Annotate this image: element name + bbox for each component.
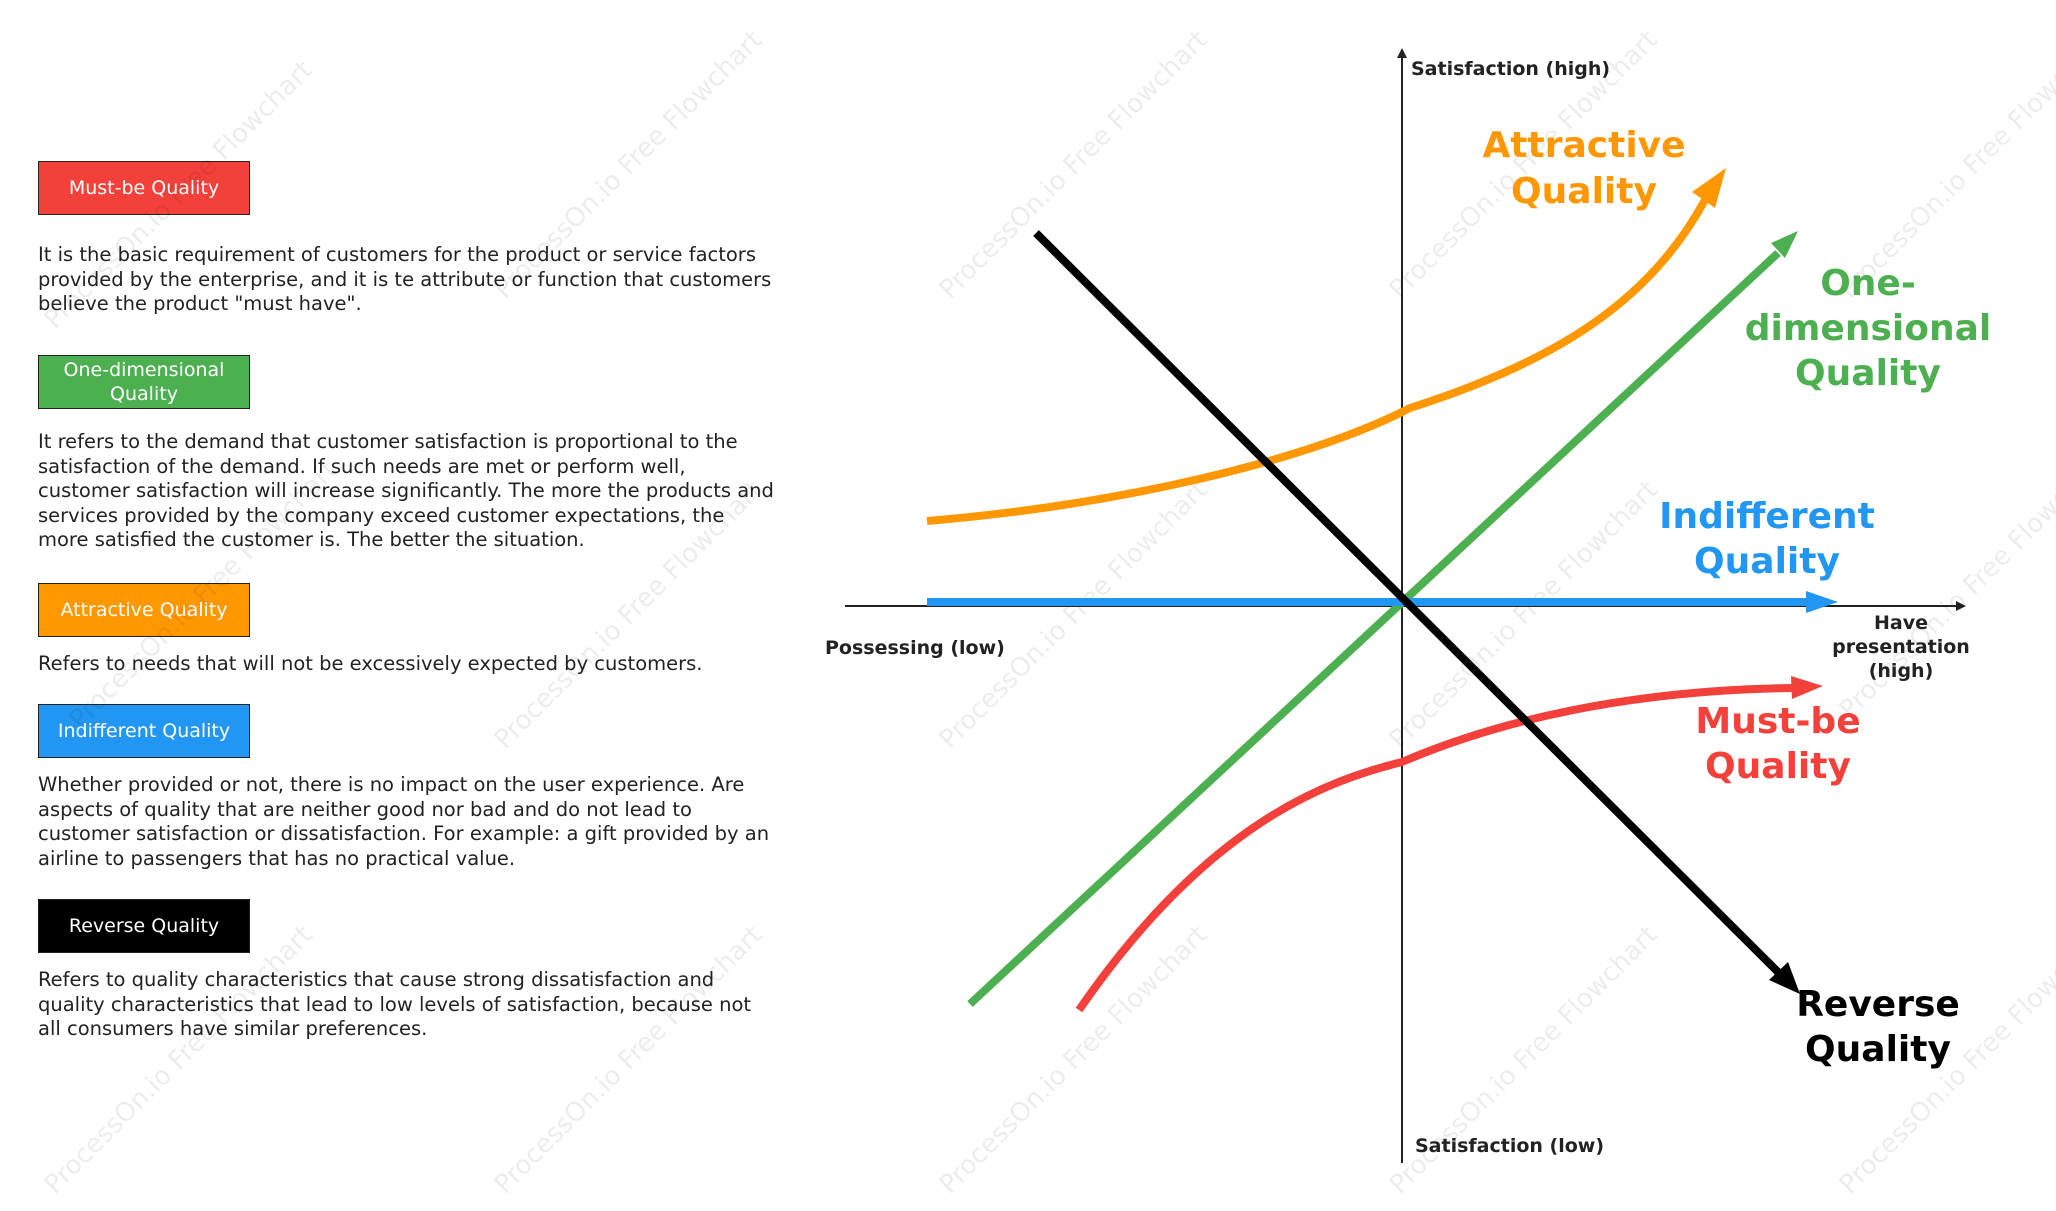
one-dimensional-quality-label-line2: dimensional — [1745, 308, 1991, 349]
tag-attractive-quality: Attractive Quality — [38, 583, 250, 637]
indifferent-quality-arrowhead — [1806, 591, 1838, 613]
watermark: ProcessOn.io Free Flowchart — [64, 455, 344, 735]
reverse-quality-label-line2: Quality — [1805, 1029, 1951, 1070]
must-be-quality-label-line1: Must-be — [1695, 701, 1860, 742]
reverse-quality-arrowhead — [1769, 962, 1800, 994]
watermark: ProcessOn.io Free Flowchart — [489, 920, 769, 1200]
desc-one-dimensional-quality: It refers to the demand that customer sa… — [38, 430, 774, 551]
x-axis-left-label: Possessing (low) — [825, 637, 1005, 659]
y-axis-bottom-label: Satisfaction (low) — [1415, 1135, 1604, 1157]
attractive-quality-arrowhead — [1692, 168, 1726, 208]
watermark-layer: ProcessOn.io Free Flowchart ProcessOn.io… — [39, 25, 2056, 1200]
tag-must-be-quality: Must-be Quality — [38, 161, 250, 215]
must-be-quality-label-line2: Quality — [1705, 746, 1851, 787]
watermark: ProcessOn.io Free Flowchart — [39, 55, 319, 335]
x-axis-right-label-line3: (high) — [1869, 660, 1934, 682]
x-axis-right-label-line1: Have — [1874, 612, 1928, 634]
x-axis-right-label-line2: presentation — [1832, 636, 1970, 658]
desc-must-be-quality: It is the basic requirement of customers… — [38, 243, 772, 315]
y-axis-top-label: Satisfaction (high) — [1411, 58, 1610, 80]
desc-indifferent-quality: Whether provided or not, there is no imp… — [38, 773, 770, 870]
reverse-quality-label-line1: Reverse — [1796, 984, 1960, 1025]
desc-reverse-quality: Refers to quality characteristics that c… — [38, 968, 752, 1040]
watermark: ProcessOn.io Free Flowchart — [1384, 920, 1664, 1200]
tag-indifferent-quality: Indifferent Quality — [38, 704, 250, 758]
watermark: ProcessOn.io Free Flowchart — [39, 920, 319, 1200]
attractive-quality-label-line2: Quality — [1511, 171, 1657, 212]
watermark: ProcessOn.io Free Flowchart — [934, 920, 1214, 1200]
desc-attractive-quality: Refers to needs that will not be excessi… — [38, 652, 703, 675]
reverse-quality-line — [1033, 230, 1783, 977]
watermark: ProcessOn.io Free Flowchart — [1384, 475, 1664, 755]
must-be-quality-arrowhead — [1791, 676, 1823, 699]
attractive-quality-curve — [926, 198, 1709, 525]
watermark: ProcessOn.io Free Flowchart — [934, 25, 1214, 305]
one-dimensional-quality-line — [967, 250, 1781, 1007]
tag-reverse-quality: Reverse Quality — [38, 899, 250, 953]
watermark: ProcessOn.io Free Flowchart — [1834, 445, 2056, 725]
indifferent-quality-label-line1: Indifferent — [1659, 496, 1875, 537]
attractive-quality-label-line1: Attractive — [1482, 125, 1685, 166]
must-be-quality-curve — [1075, 684, 1796, 1013]
watermark: ProcessOn.io Free Flowchart — [489, 25, 769, 305]
one-dimensional-quality-arrowhead — [1771, 231, 1798, 258]
watermark: ProcessOn.io Free Flowchart — [489, 475, 769, 755]
one-dimensional-quality-label-line3: Quality — [1795, 353, 1941, 394]
tag-one-dimensional-quality: One-dimensional Quality — [38, 355, 250, 409]
one-dimensional-quality-label-line1: One- — [1820, 263, 1916, 304]
indifferent-quality-label-line2: Quality — [1694, 541, 1840, 582]
